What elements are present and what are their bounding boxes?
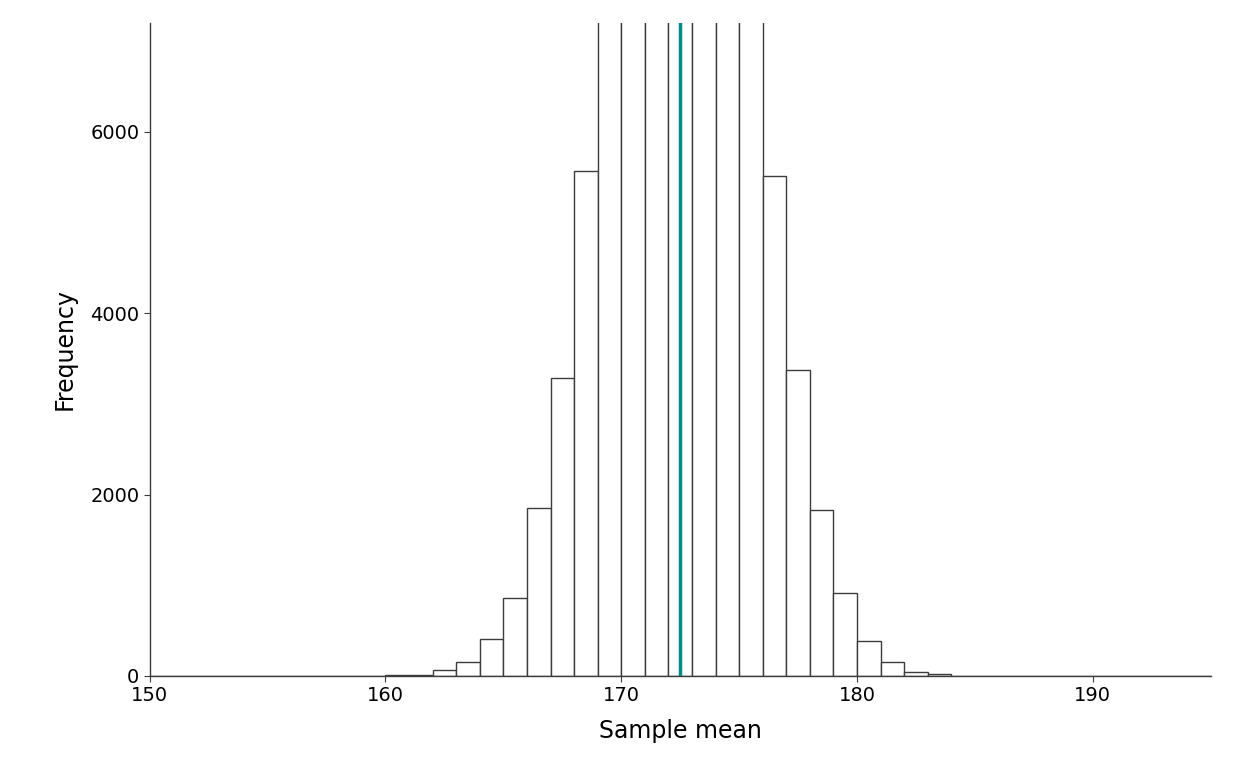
Bar [645, 0, 669, 676]
Bar [550, 378, 574, 676]
Bar [904, 671, 927, 676]
Bar [763, 177, 786, 676]
Bar [527, 508, 550, 676]
Bar [810, 511, 834, 676]
Bar [691, 0, 715, 676]
Bar [786, 369, 810, 676]
X-axis label: Sample mean: Sample mean [599, 719, 761, 743]
Bar [927, 674, 951, 676]
Bar [881, 661, 904, 676]
Bar [739, 0, 763, 676]
Bar [433, 670, 457, 676]
Y-axis label: Frequency: Frequency [52, 289, 76, 410]
Bar [598, 0, 622, 676]
Bar [409, 675, 433, 676]
Bar [479, 640, 503, 676]
Bar [622, 0, 645, 676]
Bar [715, 0, 739, 676]
Bar [457, 661, 479, 676]
Bar [574, 171, 598, 676]
Bar [857, 641, 881, 676]
Bar [834, 593, 857, 676]
Bar [669, 0, 691, 676]
Bar [503, 598, 527, 676]
